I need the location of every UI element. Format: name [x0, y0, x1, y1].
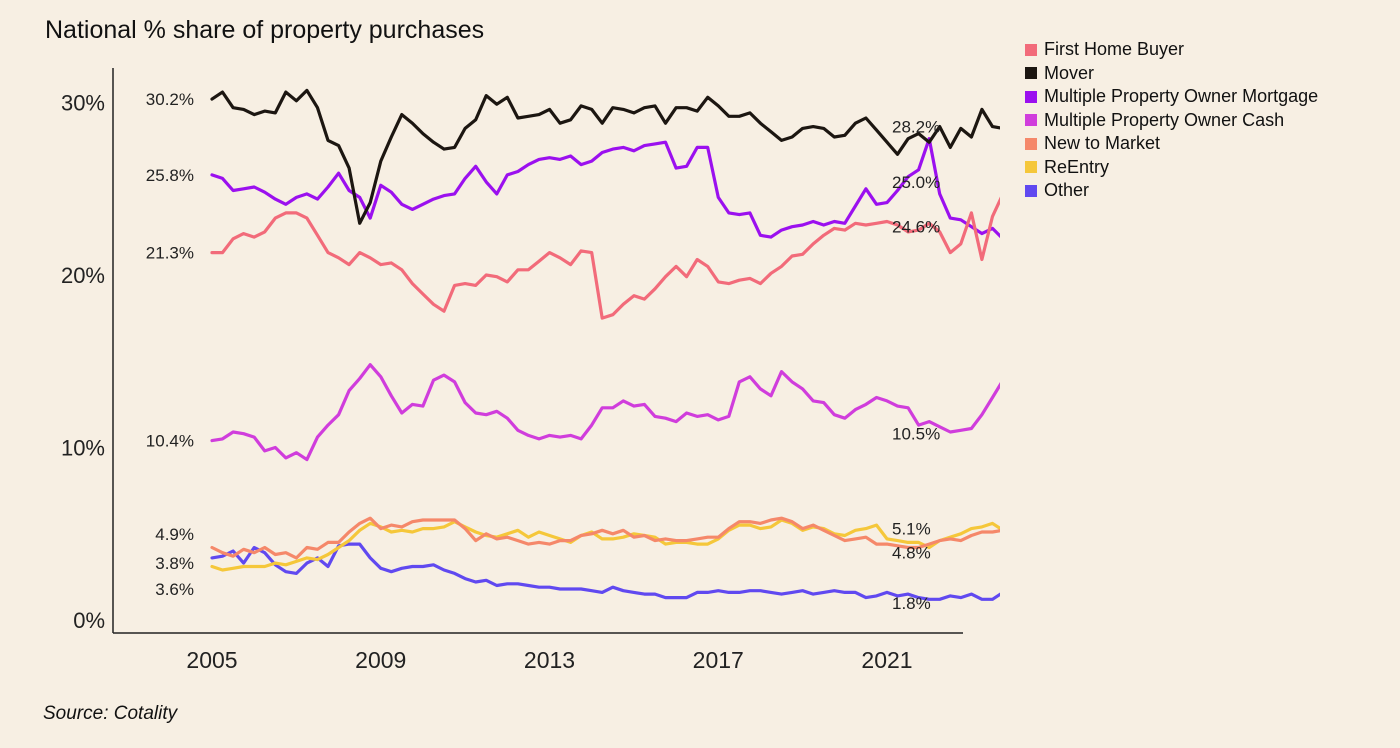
legend-swatch [1025, 43, 1037, 56]
data-label: 24.6% [892, 218, 940, 237]
legend-label: ReEntry [1044, 156, 1110, 177]
data-label: 25.0% [892, 173, 940, 192]
x-tick-label: 2021 [861, 647, 912, 673]
legend-swatch [1025, 161, 1037, 174]
y-tick-label: 20% [61, 263, 105, 288]
legend-swatch [1025, 90, 1037, 103]
legend-label: Mover [1044, 62, 1095, 83]
data-label: 25.8% [146, 166, 194, 185]
chart-title: National % share of property purchases [45, 16, 485, 44]
data-label: 10.5% [892, 425, 940, 444]
series-line-multiple-property-owner-cash [210, 363, 1000, 462]
legend-label: Multiple Property Owner Mortgage [1044, 86, 1319, 107]
y-tick-label: 0% [73, 608, 105, 633]
x-tick-label: 2013 [524, 647, 575, 673]
data-label: 5.1% [892, 520, 931, 539]
series-line-new-to-market [210, 516, 1000, 560]
legend-item: ReEntry [1025, 156, 1318, 180]
data-label: 28.2% [892, 118, 940, 137]
legend-item: First Home Buyer [1025, 38, 1318, 62]
legend-label: First Home Buyer [1044, 39, 1185, 60]
source-note: Source: Cotality [43, 703, 178, 724]
x-tick-label: 2017 [693, 647, 744, 673]
line-chart: 0%10%20%30%20052009201320172021202530.2%… [61, 68, 1000, 673]
legend-item: Mover [1025, 62, 1318, 86]
data-label: 10.4% [146, 432, 194, 451]
series-line-first-home-buyer [210, 196, 1000, 320]
legend-swatch [1025, 184, 1037, 197]
series-line-reentry [210, 518, 1000, 572]
data-label: 3.8% [155, 554, 194, 573]
legend-swatch [1025, 137, 1037, 150]
data-label: 3.6% [155, 580, 194, 599]
legend-label: New to Market [1044, 133, 1161, 154]
legend-label: Other [1044, 180, 1090, 201]
legend-item: New to Market [1025, 132, 1318, 156]
series-line-other [210, 542, 1000, 601]
legend-item: Other [1025, 179, 1318, 203]
data-label: 1.8% [892, 594, 931, 613]
legend-item: Multiple Property Owner Cash [1025, 109, 1318, 133]
data-label: 4.9% [155, 525, 194, 544]
x-tick-label: 2005 [186, 647, 237, 673]
series-line-multiple-property-owner-mortgage [210, 137, 1000, 239]
y-tick-label: 10% [61, 436, 105, 461]
data-label: 21.3% [146, 244, 194, 263]
series-line-mover [210, 88, 1000, 225]
legend-label: Multiple Property Owner Cash [1044, 109, 1285, 130]
data-label: 4.8% [892, 544, 931, 563]
y-tick-label: 30% [61, 91, 105, 116]
x-tick-label: 2009 [355, 647, 406, 673]
data-label: 30.2% [146, 90, 194, 109]
legend: First Home Buyer Mover Multiple Property O… [1025, 38, 1318, 203]
legend-item: Multiple Property Owner Mortgage [1025, 85, 1318, 109]
legend-swatch [1025, 67, 1037, 80]
legend-swatch [1025, 114, 1037, 127]
